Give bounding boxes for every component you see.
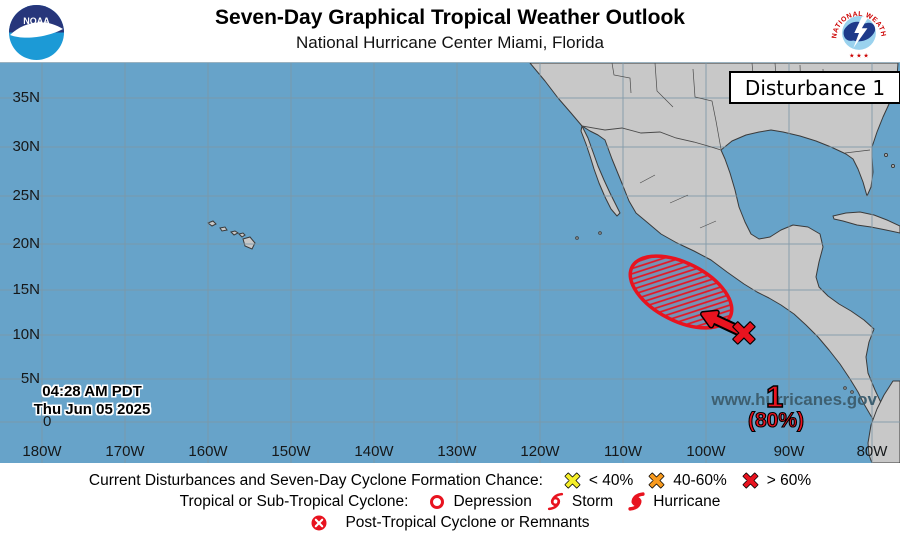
lon-label-180w: 180W (22, 443, 62, 460)
lat-label-15n: 15N (12, 281, 40, 298)
legend-row2-title: Tropical or Sub-Tropical Cyclone: (179, 492, 409, 510)
watermark: www.hurricanes.gov (711, 390, 877, 409)
disturbance-probability: (80%) (747, 408, 805, 432)
map-graphic (0, 63, 900, 463)
low-chance-x-icon (563, 471, 582, 490)
land-cuba (832, 211, 900, 234)
legend-hurricane-label: Hurricane (653, 492, 721, 510)
header: NOAA Seven-Day Graphical Tropical Weathe… (0, 0, 900, 62)
legend-row1-title: Current Disturbances and Seven-Day Cyclo… (88, 471, 543, 489)
post-tropical-circle-x-icon (310, 514, 328, 532)
lon-label-100w: 100W (686, 443, 726, 460)
high-chance-x-icon (741, 471, 760, 490)
legend-row-formation-chance: Current Disturbances and Seven-Day Cyclo… (0, 470, 900, 491)
lat-label-10n: 10N (12, 326, 40, 343)
lat-label-35n: 35N (12, 89, 40, 106)
legend-row-post-tropical: Post-Tropical Cyclone or Remnants (0, 512, 900, 533)
legend-4060-label: 40-60% (673, 471, 727, 489)
lat-label-30n: 30N (12, 138, 40, 155)
legend: Current Disturbances and Seven-Day Cyclo… (0, 463, 900, 533)
lon-label-80w: 80W (856, 443, 888, 460)
lon-label-120w: 120W (520, 443, 560, 460)
hurricane-icon (627, 492, 646, 511)
legend-lt40-label: < 40% (588, 471, 634, 489)
nws-stars: ★ ★ ★ (849, 52, 869, 59)
lon-label-150w: 150W (271, 443, 311, 460)
lon-label-110w: 110W (603, 443, 643, 460)
lon-label-90w: 90W (773, 443, 805, 460)
nws-logo: NATIONAL WEATHER SERVICE ★ ★ ★ (824, 1, 886, 59)
medium-chance-x-icon (647, 471, 666, 490)
outlook-map: 35N 30N 25N 20N 15N 10N 5N 0 180W 170W 1… (0, 62, 900, 463)
lon-label-140w: 140W (354, 443, 394, 460)
land-north-america (529, 63, 900, 463)
lat-label-0: 0 (43, 413, 52, 430)
legend-depression-label: Depression (453, 492, 532, 510)
legend-storm-label: Storm (571, 492, 614, 510)
legend-row-cyclone-types: Tropical or Sub-Tropical Cyclone: Depres… (0, 491, 900, 512)
timestamp-line1: 04:28 AM PDT (42, 383, 142, 400)
depression-circle-icon (428, 493, 446, 511)
lon-label-130w: 130W (437, 443, 477, 460)
page-title: Seven-Day Graphical Tropical Weather Out… (215, 6, 685, 29)
legend-gt60-label: > 60% (766, 471, 812, 489)
tropical-storm-icon (546, 492, 565, 511)
noaa-logo: NOAA (9, 4, 64, 60)
disturbance-callout: Disturbance 1 (729, 71, 900, 104)
disturbance-number: 1 (765, 378, 784, 415)
land-baja-california (580, 125, 621, 217)
lat-label-5n: 5N (20, 370, 40, 387)
page-subtitle: National Hurricane Center Miami, Florida (295, 33, 604, 52)
timestamp-line2: Thu Jun 05 2025 (33, 401, 151, 418)
noaa-logo-text: NOAA (23, 16, 50, 26)
disturbance-area (628, 254, 734, 330)
lon-label-170w: 170W (105, 443, 145, 460)
lat-label-25n: 25N (12, 187, 40, 204)
lon-label-160w: 160W (188, 443, 228, 460)
lat-label-20n: 20N (12, 235, 40, 252)
legend-post-tropical-label: Post-Tropical Cyclone or Remnants (345, 513, 590, 531)
land-hawaii-islands (206, 153, 895, 394)
